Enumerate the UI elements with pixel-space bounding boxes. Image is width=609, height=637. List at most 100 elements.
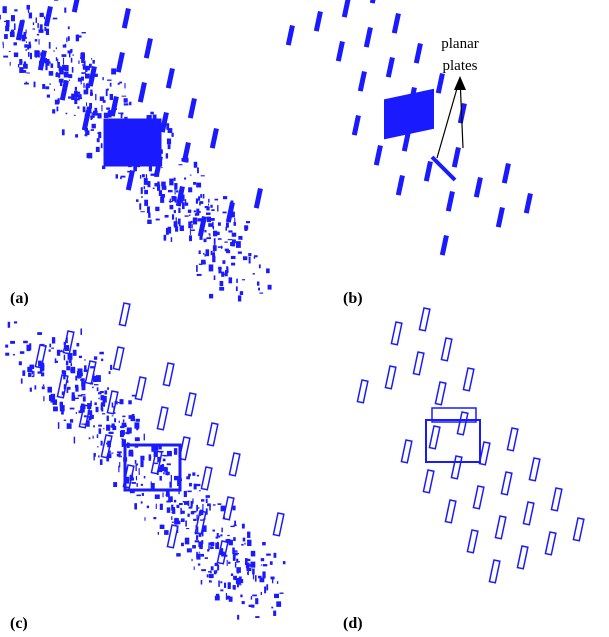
point-cluster [210, 566, 214, 571]
point-cluster [155, 218, 160, 221]
point-cluster [99, 459, 103, 465]
point-cluster [201, 259, 206, 265]
point-cluster [269, 561, 273, 565]
point-cluster [51, 347, 55, 349]
point-cluster [135, 475, 138, 481]
point-cluster [146, 115, 150, 119]
point-cluster [221, 245, 223, 249]
point-cluster [219, 548, 224, 555]
point-cluster [90, 414, 94, 419]
point-cluster [100, 440, 103, 446]
point-cluster [48, 71, 54, 76]
point-cluster [220, 581, 223, 584]
point-cluster [238, 235, 243, 240]
point-cluster [233, 550, 238, 552]
point-cluster [245, 562, 250, 569]
point-cluster [169, 178, 174, 186]
point-cluster [90, 366, 96, 369]
point-cluster [14, 9, 18, 12]
point-cluster [55, 57, 58, 61]
point-cluster [54, 358, 57, 364]
point-cluster [20, 378, 23, 384]
point-cluster [80, 328, 83, 335]
point-cluster [61, 370, 65, 375]
point-cluster [230, 241, 236, 247]
point-cluster [236, 278, 238, 283]
point-cluster [159, 475, 162, 481]
point-cluster [171, 504, 174, 511]
point-cluster [26, 344, 31, 352]
point-cluster [112, 346, 125, 371]
point-cluster [148, 454, 152, 461]
point-cluster [224, 241, 228, 243]
point-cluster [313, 10, 323, 32]
point-cluster [209, 128, 219, 149]
point-cluster [189, 228, 191, 236]
point-cluster [252, 568, 255, 575]
point-cluster [104, 390, 108, 395]
point-cluster [76, 94, 82, 98]
point-cluster [101, 105, 103, 112]
point-cluster [196, 526, 199, 533]
point-cluster [152, 187, 155, 190]
point-cluster [196, 514, 198, 521]
point-cluster [228, 596, 233, 602]
point-cluster [80, 53, 85, 59]
point-cluster [241, 601, 245, 605]
point-cluster [97, 113, 102, 119]
point-cluster [232, 585, 236, 590]
point-cluster [62, 64, 66, 71]
point-cluster [247, 542, 250, 546]
point-cluster [92, 386, 94, 389]
point-cluster [215, 536, 219, 539]
point-cluster [40, 343, 45, 345]
point-cluster [183, 204, 185, 210]
point-cluster [245, 558, 251, 562]
point-cluster [219, 287, 225, 291]
point-cluster [205, 249, 210, 257]
point-cluster [184, 537, 190, 545]
point-cluster [200, 579, 203, 585]
point-cluster [27, 9, 30, 13]
point-cluster [111, 423, 115, 427]
point-cluster [173, 221, 178, 227]
point-cluster [29, 343, 32, 351]
point-cluster [70, 57, 73, 63]
point-cluster [220, 534, 223, 537]
point-cluster [109, 82, 112, 87]
point-cluster [232, 505, 236, 511]
point-cluster [93, 454, 95, 461]
point-cluster [146, 206, 150, 214]
point-cluster [38, 39, 40, 45]
point-cluster [162, 492, 164, 498]
point-cluster [203, 252, 205, 255]
point-cluster [59, 405, 65, 412]
point-cluster [171, 511, 175, 514]
point-cluster [81, 110, 91, 131]
point-cluster [159, 464, 165, 472]
point-cluster [99, 96, 105, 101]
point-cluster [216, 540, 229, 565]
point-cluster [111, 68, 117, 75]
point-cluster [34, 385, 37, 390]
point-cluster [193, 210, 197, 213]
point-cluster [99, 390, 104, 394]
point-cluster [69, 407, 75, 410]
point-cluster [173, 475, 179, 481]
point-cluster [33, 81, 36, 88]
point-cluster [218, 535, 221, 538]
point-cluster [62, 330, 75, 355]
point-cluster [59, 70, 64, 75]
point-cluster [444, 499, 457, 524]
point-cluster [395, 174, 405, 196]
point-cluster [152, 114, 157, 121]
point-cluster [213, 570, 217, 575]
point-cluster [282, 561, 286, 565]
point-cluster [196, 273, 202, 276]
point-cluster [71, 66, 74, 73]
point-cluster [78, 355, 82, 359]
point-cluster [179, 225, 184, 232]
point-cluster [61, 409, 64, 415]
point-cluster [178, 207, 181, 213]
point-cluster [208, 545, 210, 551]
